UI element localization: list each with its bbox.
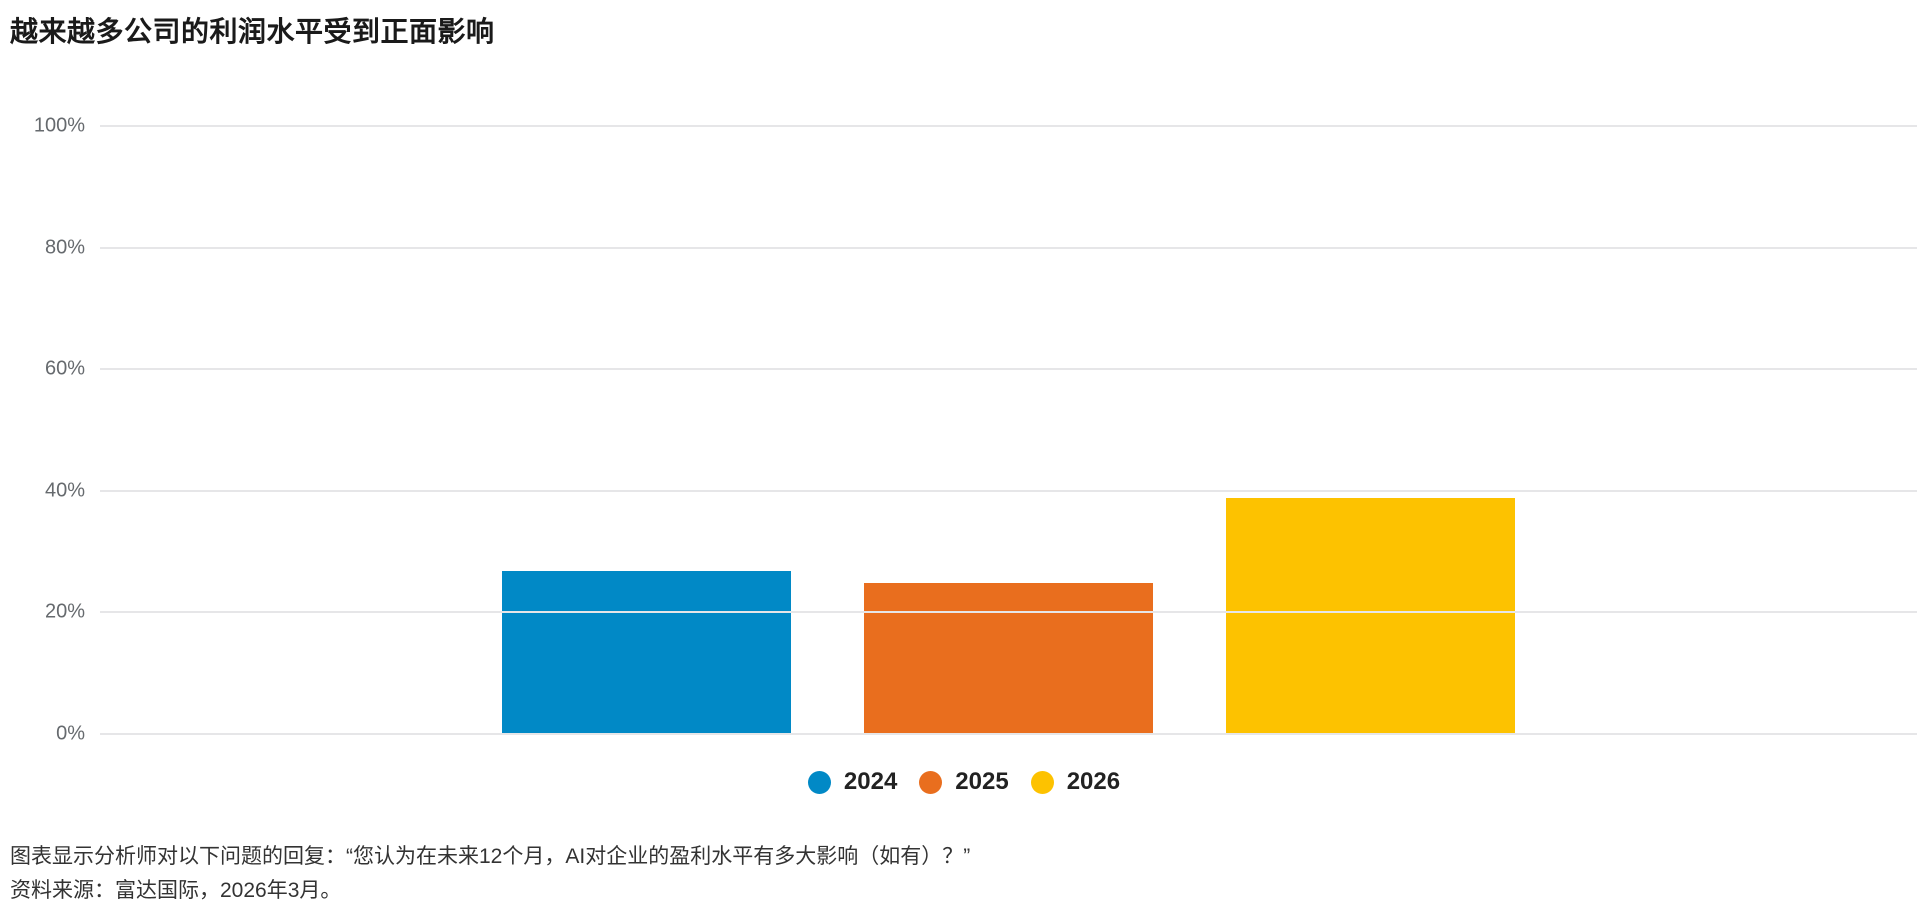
gridline-100pct xyxy=(100,125,1917,127)
chart-title: 越来越多公司的利润水平受到正面影响 xyxy=(10,16,495,47)
legend-label-2024: 2024 xyxy=(843,768,898,795)
legend-dot-2026 xyxy=(1030,770,1054,794)
legend: 2024 2025 2026 xyxy=(0,768,1928,796)
gridline-40pct xyxy=(100,489,1917,492)
footnote-source: 资料来源：富达国际，2026年3月。 xyxy=(10,879,342,902)
legend-dot-2024 xyxy=(807,770,831,794)
bar-2026[interactable] xyxy=(1225,496,1516,734)
bar-2025[interactable] xyxy=(863,582,1154,734)
y-tick-label-0pct: 0% xyxy=(56,722,85,745)
legend-label-2026: 2026 xyxy=(1066,768,1121,795)
bars-row xyxy=(100,126,1917,734)
y-tick-label-100pct: 100% xyxy=(33,114,85,137)
legend-label-2025: 2025 xyxy=(955,768,1009,795)
bar-2024[interactable] xyxy=(501,569,792,734)
y-tick-label-40pct: 40% xyxy=(44,479,85,502)
plot-area xyxy=(100,125,1917,735)
legend-dot-2025 xyxy=(919,770,943,794)
y-tick-label-60pct: 60% xyxy=(44,357,85,380)
footnote-question: 图表显示分析师对以下问题的回复：“您认为在未来12个月，AI对企业的盈利水平有多… xyxy=(10,845,971,868)
legend-item-2026[interactable]: 2026 xyxy=(1030,768,1121,796)
gridline-60pct xyxy=(100,368,1917,371)
gridline-80pct xyxy=(100,246,1917,249)
legend-item-2025[interactable]: 2025 xyxy=(919,768,1009,796)
gridline-20pct xyxy=(100,611,1917,614)
y-tick-label-80pct: 80% xyxy=(44,236,85,259)
gridline-0pct xyxy=(100,733,1917,735)
y-tick-label-20pct: 20% xyxy=(44,600,85,623)
legend-item-2024[interactable]: 2024 xyxy=(807,768,898,796)
